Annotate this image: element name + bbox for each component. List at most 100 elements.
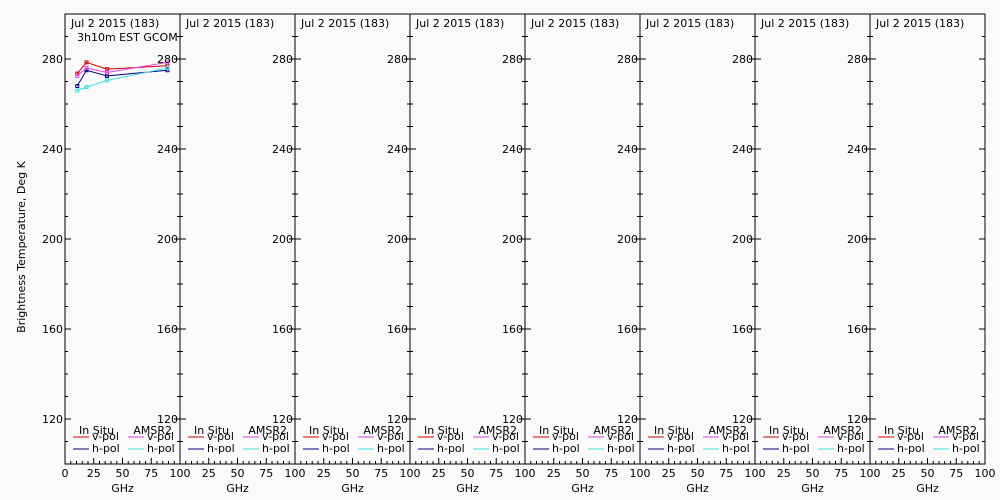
panel-title: Jul 2 2015 (183) — [70, 17, 159, 30]
y-tick-label: 200 — [502, 233, 523, 246]
x-axis-label: GHz — [341, 482, 364, 495]
legend-insitu-header: In Situ — [424, 424, 459, 437]
legend-amsr2-vpol-label: v-pol — [722, 430, 749, 443]
legend-amsr2-header: AMSR2 — [593, 424, 632, 437]
y-tick-label: 120 — [732, 413, 753, 426]
series-point — [165, 66, 170, 70]
x-tick-label: 25 — [432, 467, 446, 480]
legend-insitu-vpol-label: v-pol — [782, 430, 809, 443]
legend-insitu-hpol-label: h-pol — [322, 442, 350, 455]
legend-amsr2-vpol-label: v-pol — [262, 430, 289, 443]
legend-insitu-vpol-label: v-pol — [897, 430, 924, 443]
panel-1: Jul 2 2015 (183)3h10m EST GCOM 120 160 200 2… — [42, 13, 191, 495]
y-tick-label: 280 — [42, 53, 63, 66]
legend-insitu-header: In Situ — [884, 424, 919, 437]
series-point — [104, 78, 109, 83]
legend-amsr2-header: AMSR2 — [708, 424, 747, 437]
panel-title: Jul 2 2015 (183) — [185, 17, 274, 30]
panel-title: Jul 2 2015 (183) — [875, 17, 964, 30]
x-tick-label: 50 — [921, 467, 935, 480]
x-axis-label: GHz — [456, 482, 479, 495]
x-tick-label: 100 — [975, 467, 996, 480]
x-tick-label: 75 — [144, 467, 158, 480]
series-point — [75, 88, 80, 93]
series-line — [77, 67, 168, 91]
legend-amsr2-hpol-label: h-pol — [607, 442, 635, 455]
y-tick-label: 160 — [617, 323, 638, 336]
y-tick-label: 160 — [42, 323, 63, 336]
legend-amsr2-hpol-label: h-pol — [492, 442, 520, 455]
legend-insitu-hpol-label: h-pol — [667, 442, 695, 455]
x-tick-label: 75 — [834, 467, 848, 480]
x-tick-label: 25 — [317, 467, 331, 480]
y-tick-label: 240 — [732, 143, 753, 156]
y-tick-label: 280 — [847, 53, 868, 66]
x-tick-label: 25 — [892, 467, 906, 480]
x-tick-label: 25 — [87, 467, 101, 480]
y-tick-label: 240 — [617, 143, 638, 156]
y-tick-label: 280 — [732, 53, 753, 66]
x-tick-label: 50 — [691, 467, 705, 480]
x-axis-label: GHz — [801, 482, 824, 495]
series-point — [75, 71, 80, 76]
legend-insitu-hpol-label: h-pol — [437, 442, 465, 455]
series-point — [84, 85, 89, 90]
legend-amsr2-header: AMSR2 — [478, 424, 517, 437]
y-tick-label: 160 — [387, 323, 408, 336]
legend-insitu-vpol-label: v-pol — [552, 430, 579, 443]
x-axis-label: GHz — [226, 482, 249, 495]
x-axis-label: GHz — [111, 482, 134, 495]
legend-insitu-hpol-label: h-pol — [552, 442, 580, 455]
x-tick-label: 25 — [777, 467, 791, 480]
x-axis-label: GHz — [571, 482, 594, 495]
x-axis-label: GHz — [916, 482, 939, 495]
series-line — [76, 69, 168, 87]
y-tick-label: 200 — [617, 233, 638, 246]
series-point — [165, 68, 170, 73]
legend-amsr2-hpol-label: h-pol — [147, 442, 175, 455]
y-tick-label: 200 — [387, 233, 408, 246]
y-tick-label: 160 — [502, 323, 523, 336]
legend-amsr2-header: AMSR2 — [938, 424, 977, 437]
legend-insitu-hpol-label: h-pol — [782, 442, 810, 455]
legend-insitu-vpol-label: v-pol — [437, 430, 464, 443]
legend-amsr2-vpol-label: v-pol — [952, 430, 979, 443]
y-tick-label: 240 — [157, 143, 178, 156]
x-tick-label: 100 — [170, 467, 191, 480]
y-tick-label: 280 — [502, 53, 523, 66]
legend-insitu-vpol-label: v-pol — [207, 430, 234, 443]
x-tick-label: 100 — [285, 467, 306, 480]
y-tick-label: 240 — [272, 143, 293, 156]
y-tick-label: 200 — [157, 233, 178, 246]
x-axis-label: GHz — [686, 482, 709, 495]
legend-amsr2-hpol-label: h-pol — [952, 442, 980, 455]
legend-insitu-header: In Situ — [654, 424, 689, 437]
x-tick-label: 50 — [576, 467, 590, 480]
x-tick-label: 75 — [949, 467, 963, 480]
x-tick-label: 25 — [547, 467, 561, 480]
x-tick-label: 50 — [461, 467, 475, 480]
x-tick-label: 75 — [719, 467, 733, 480]
x-tick-label: 0 — [62, 467, 69, 480]
x-tick-label: 25 — [662, 467, 676, 480]
y-axis-label: Brightness Temperature, Deg K — [15, 160, 28, 332]
series-point — [75, 73, 80, 78]
x-tick-label: 100 — [745, 467, 766, 480]
legend-amsr2-header: AMSR2 — [248, 424, 287, 437]
y-tick-label: 200 — [732, 233, 753, 246]
y-tick-label: 280 — [387, 53, 408, 66]
y-tick-label: 120 — [617, 413, 638, 426]
y-tick-label: 240 — [847, 143, 868, 156]
legend-insitu-header: In Situ — [194, 424, 229, 437]
y-tick-label: 200 — [847, 233, 868, 246]
legend-insitu-header: In Situ — [309, 424, 344, 437]
y-tick-label: 160 — [847, 323, 868, 336]
legend-insitu-header: In Situ — [539, 424, 574, 437]
series-point — [84, 68, 89, 73]
y-tick-label: 160 — [732, 323, 753, 336]
series-point — [75, 84, 80, 88]
series-point — [104, 70, 109, 75]
x-tick-label: 100 — [860, 467, 881, 480]
